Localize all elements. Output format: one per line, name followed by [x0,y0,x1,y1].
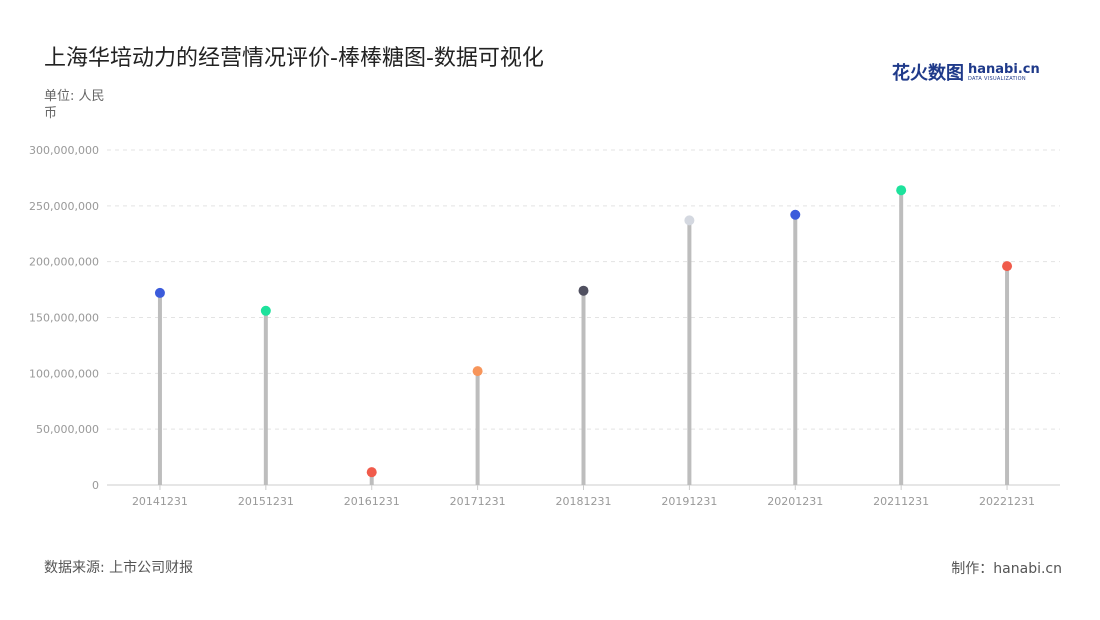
brand-logo-sub: DATA VISUALIZATION [968,75,1026,82]
source-label: 数据来源: 上市公司财报 [44,560,194,576]
lollipop-point [578,285,589,296]
lollipop-point [790,209,801,220]
lollipop-point [1002,261,1013,272]
x-tick-label: 20171231 [450,495,506,508]
lollipop-point [260,305,271,316]
y-axis: 0 50,000,000 100,000,000 150,000,000 200,000… [29,144,99,492]
lollipop-point [684,215,695,226]
chart-title: 上海华培动力的经营情况评价-棒棒糖图-数据可视化 [44,46,544,71]
x-tick-label: 20151231 [238,495,294,508]
chart-marks [154,185,1013,485]
x-tick-label: 20221231 [979,495,1035,508]
brand-logo-en: hanabi.cn [968,61,1040,77]
y-tick-label: 150,000,000 [29,312,99,325]
y-tick-label: 0 [92,479,99,492]
lollipop-point [472,366,483,377]
x-tick-label: 20181231 [556,495,612,508]
y-tick-label: 100,000,000 [29,367,99,380]
y-tick-label: 50,000,000 [36,423,99,436]
brand-logo-cn: 花火数图 [892,63,964,84]
x-tick-label: 20201231 [767,495,823,508]
y-tick-label: 300,000,000 [29,144,99,157]
x-tick-label: 20141231 [132,495,188,508]
credit-label: 制作：hanabi.cn [951,561,1062,577]
x-tick-label: 20191231 [661,495,717,508]
x-tick-label: 20161231 [344,495,400,508]
unit-label: 单位: 人民币 [44,89,105,121]
y-tick-label: 250,000,000 [29,200,99,213]
brand-logo: 花火数图 hanabi.cn DATA VISUALIZATION [892,58,1040,86]
lollipop-point [896,185,907,196]
lollipop-point [154,287,165,298]
y-tick-label: 200,000,000 [29,256,99,269]
x-tick-label: 20211231 [873,495,929,508]
lollipop-point [366,467,377,478]
x-axis: 20141231 20151231 20161231 20171231 20181231… [107,484,1060,508]
